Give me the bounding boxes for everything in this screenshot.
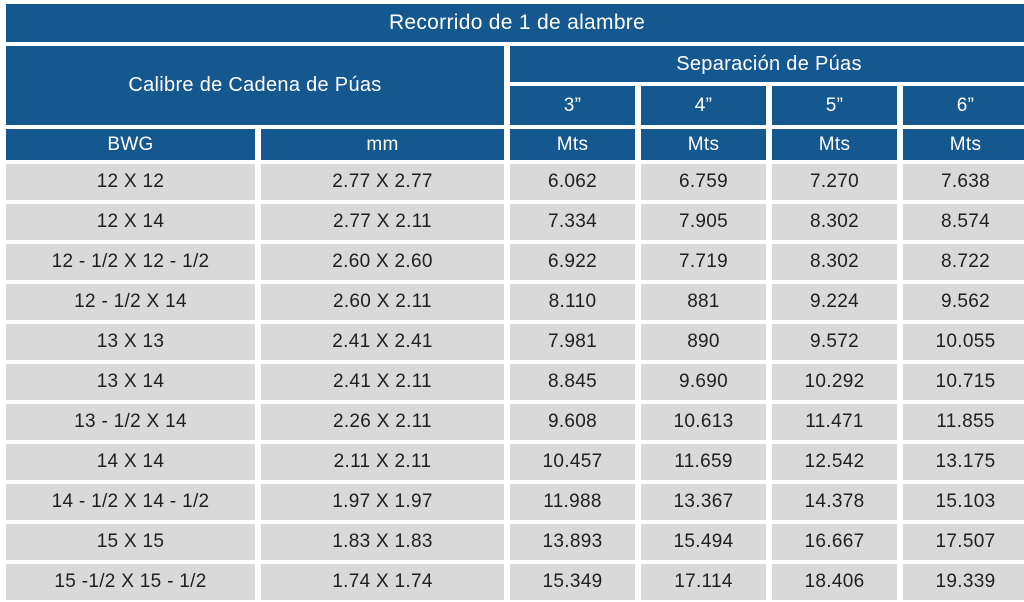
mts-cell: 12.542 (772, 444, 897, 480)
table-row: 12 - 1/2 X 12 - 1/2 2.60 X 2.60 6.922 7.… (6, 244, 1024, 280)
mm-cell: 2.77 X 2.11 (261, 204, 504, 240)
mts-cell: 11.659 (641, 444, 766, 480)
mts-cell: 8.845 (510, 364, 635, 400)
bwg-cell: 12 X 12 (6, 164, 255, 200)
unit-header-row: BWG mm Mts Mts Mts Mts (6, 129, 1024, 160)
mts-cell: 7.638 (903, 164, 1024, 200)
bwg-cell: 14 X 14 (6, 444, 255, 480)
mts-cell: 6.062 (510, 164, 635, 200)
mts-cell: 9.572 (772, 324, 897, 360)
mts-cell: 7.270 (772, 164, 897, 200)
mts-cell: 6.759 (641, 164, 766, 200)
bwg-cell: 12 - 1/2 X 12 - 1/2 (6, 244, 255, 280)
bwg-cell: 12 - 1/2 X 14 (6, 284, 255, 320)
column-header-6in: 6” (903, 86, 1024, 125)
table-row: 14 X 14 2.11 X 2.11 10.457 11.659 12.542… (6, 444, 1024, 480)
table-row: 14 - 1/2 X 14 - 1/2 1.97 X 1.97 11.988 1… (6, 484, 1024, 520)
table-row: 12 X 14 2.77 X 2.11 7.334 7.905 8.302 8.… (6, 204, 1024, 240)
mm-cell: 2.41 X 2.11 (261, 364, 504, 400)
mts-cell: 8.302 (772, 244, 897, 280)
column-header-3in: 3” (510, 86, 635, 125)
mts-cell: 13.175 (903, 444, 1024, 480)
mts-cell: 890 (641, 324, 766, 360)
table-row: 13 X 14 2.41 X 2.11 8.845 9.690 10.292 1… (6, 364, 1024, 400)
group-header-row: Calibre de Cadena de Púas Separación de … (6, 46, 1024, 125)
mts-cell: 8.722 (903, 244, 1024, 280)
column-header-bwg: BWG (6, 129, 255, 160)
column-group-calibre: Calibre de Cadena de Púas (6, 46, 504, 125)
mts-cell: 10.613 (641, 404, 766, 440)
table-row: 15 X 15 1.83 X 1.83 13.893 15.494 16.667… (6, 524, 1024, 560)
mts-cell: 19.339 (903, 564, 1024, 600)
mts-cell: 8.110 (510, 284, 635, 320)
column-header-mts-6in: Mts (903, 129, 1024, 160)
table-row: 12 - 1/2 X 14 2.60 X 2.11 8.110 881 9.22… (6, 284, 1024, 320)
mts-cell: 9.562 (903, 284, 1024, 320)
mts-cell: 10.457 (510, 444, 635, 480)
mts-cell: 881 (641, 284, 766, 320)
mts-cell: 6.922 (510, 244, 635, 280)
mts-cell: 9.224 (772, 284, 897, 320)
mts-cell: 10.055 (903, 324, 1024, 360)
mm-cell: 2.60 X 2.60 (261, 244, 504, 280)
mts-cell: 9.608 (510, 404, 635, 440)
bwg-cell: 12 X 14 (6, 204, 255, 240)
mm-cell: 1.83 X 1.83 (261, 524, 504, 560)
bwg-cell: 13 - 1/2 X 14 (6, 404, 255, 440)
mm-cell: 1.74 X 1.74 (261, 564, 504, 600)
mm-cell: 2.11 X 2.11 (261, 444, 504, 480)
table-row: 12 X 12 2.77 X 2.77 6.062 6.759 7.270 7.… (6, 164, 1024, 200)
table-row: 13 X 13 2.41 X 2.41 7.981 890 9.572 10.0… (6, 324, 1024, 360)
mts-cell: 17.114 (641, 564, 766, 600)
table-title: Recorrido de 1 de alambre (6, 4, 1024, 42)
table-row: 13 - 1/2 X 14 2.26 X 2.11 9.608 10.613 1… (6, 404, 1024, 440)
mts-cell: 8.302 (772, 204, 897, 240)
column-header-mm: mm (261, 129, 504, 160)
column-header-4in: 4” (641, 86, 766, 125)
mts-cell: 14.378 (772, 484, 897, 520)
mts-cell: 16.667 (772, 524, 897, 560)
mts-cell: 7.905 (641, 204, 766, 240)
bwg-cell: 15 X 15 (6, 524, 255, 560)
mts-cell: 13.893 (510, 524, 635, 560)
bwg-cell: 13 X 14 (6, 364, 255, 400)
mm-cell: 2.77 X 2.77 (261, 164, 504, 200)
mm-cell: 1.97 X 1.97 (261, 484, 504, 520)
mts-cell: 15.349 (510, 564, 635, 600)
mm-cell: 2.41 X 2.41 (261, 324, 504, 360)
mts-cell: 7.719 (641, 244, 766, 280)
mts-cell: 7.981 (510, 324, 635, 360)
column-header-5in: 5” (772, 86, 897, 125)
column-header-mts-3in: Mts (510, 129, 635, 160)
bwg-cell: 14 - 1/2 X 14 - 1/2 (6, 484, 255, 520)
spacing-header-row: 3” 4” 5” 6” (6, 86, 1024, 125)
mts-cell: 18.406 (772, 564, 897, 600)
column-header-mts-5in: Mts (772, 129, 897, 160)
table-row: 15 -1/2 X 15 - 1/2 1.74 X 1.74 15.349 17… (6, 564, 1024, 600)
column-header-mts-4in: Mts (641, 129, 766, 160)
mts-cell: 11.988 (510, 484, 635, 520)
mts-cell: 7.334 (510, 204, 635, 240)
mts-cell: 15.494 (641, 524, 766, 560)
mts-cell: 17.507 (903, 524, 1024, 560)
mts-cell: 13.367 (641, 484, 766, 520)
mm-cell: 2.26 X 2.11 (261, 404, 504, 440)
bwg-cell: 13 X 13 (6, 324, 255, 360)
mts-cell: 10.292 (772, 364, 897, 400)
mm-cell: 2.60 X 2.11 (261, 284, 504, 320)
column-group-separacion: Separación de Púas (510, 46, 1024, 82)
bwg-cell: 15 -1/2 X 15 - 1/2 (6, 564, 255, 600)
title-row: Recorrido de 1 de alambre (6, 4, 1024, 42)
mts-cell: 9.690 (641, 364, 766, 400)
mts-cell: 15.103 (903, 484, 1024, 520)
mts-cell: 11.855 (903, 404, 1024, 440)
mts-cell: 10.715 (903, 364, 1024, 400)
mts-cell: 8.574 (903, 204, 1024, 240)
mts-cell: 11.471 (772, 404, 897, 440)
